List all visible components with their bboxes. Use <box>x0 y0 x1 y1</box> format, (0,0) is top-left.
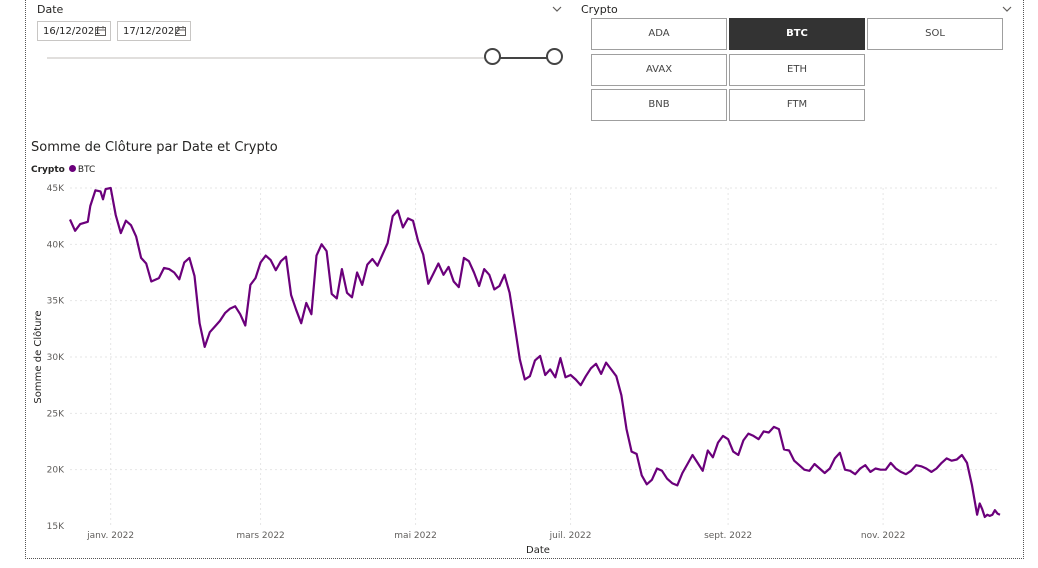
date-end-value: 17/12/2022 <box>123 26 181 37</box>
calendar-icon[interactable] <box>95 26 106 36</box>
date-end-field[interactable]: 17/12/2022 <box>117 21 191 41</box>
legend-item-btc[interactable]: BTC <box>77 165 96 175</box>
date-start-value: 16/12/2021 <box>43 26 101 37</box>
date-range-start-handle[interactable] <box>484 48 501 65</box>
chart-legend: Crypto BTC <box>31 165 95 175</box>
date-slicer-chevron-icon[interactable] <box>551 3 563 15</box>
crypto-tile-avax[interactable]: AVAX <box>591 54 727 86</box>
calendar-icon[interactable] <box>175 26 186 36</box>
crypto-slicer-chevron-icon[interactable] <box>1001 3 1013 15</box>
crypto-slicer-title: Crypto <box>581 3 618 16</box>
date-slicer-title: Date <box>37 3 64 16</box>
crypto-tile-btc[interactable]: BTC <box>729 18 865 50</box>
date-start-field[interactable]: 16/12/2021 <box>37 21 111 41</box>
legend-marker-icon <box>68 165 76 172</box>
legend-title: Crypto <box>31 165 65 175</box>
crypto-tile-bnb[interactable]: BNB <box>591 89 727 121</box>
chart-title: Somme de Clôture par Date et Crypto <box>31 140 278 155</box>
date-range-selected <box>493 57 555 59</box>
date-range-track[interactable] <box>47 57 555 59</box>
date-range-end-handle[interactable] <box>546 48 563 65</box>
crypto-tile-ada[interactable]: ADA <box>591 18 727 50</box>
crypto-tile-sol[interactable]: SOL <box>867 18 1003 50</box>
crypto-tile-ftm[interactable]: FTM <box>729 89 865 121</box>
crypto-tile-eth[interactable]: ETH <box>729 54 865 86</box>
report-visual-frame <box>25 0 1024 559</box>
